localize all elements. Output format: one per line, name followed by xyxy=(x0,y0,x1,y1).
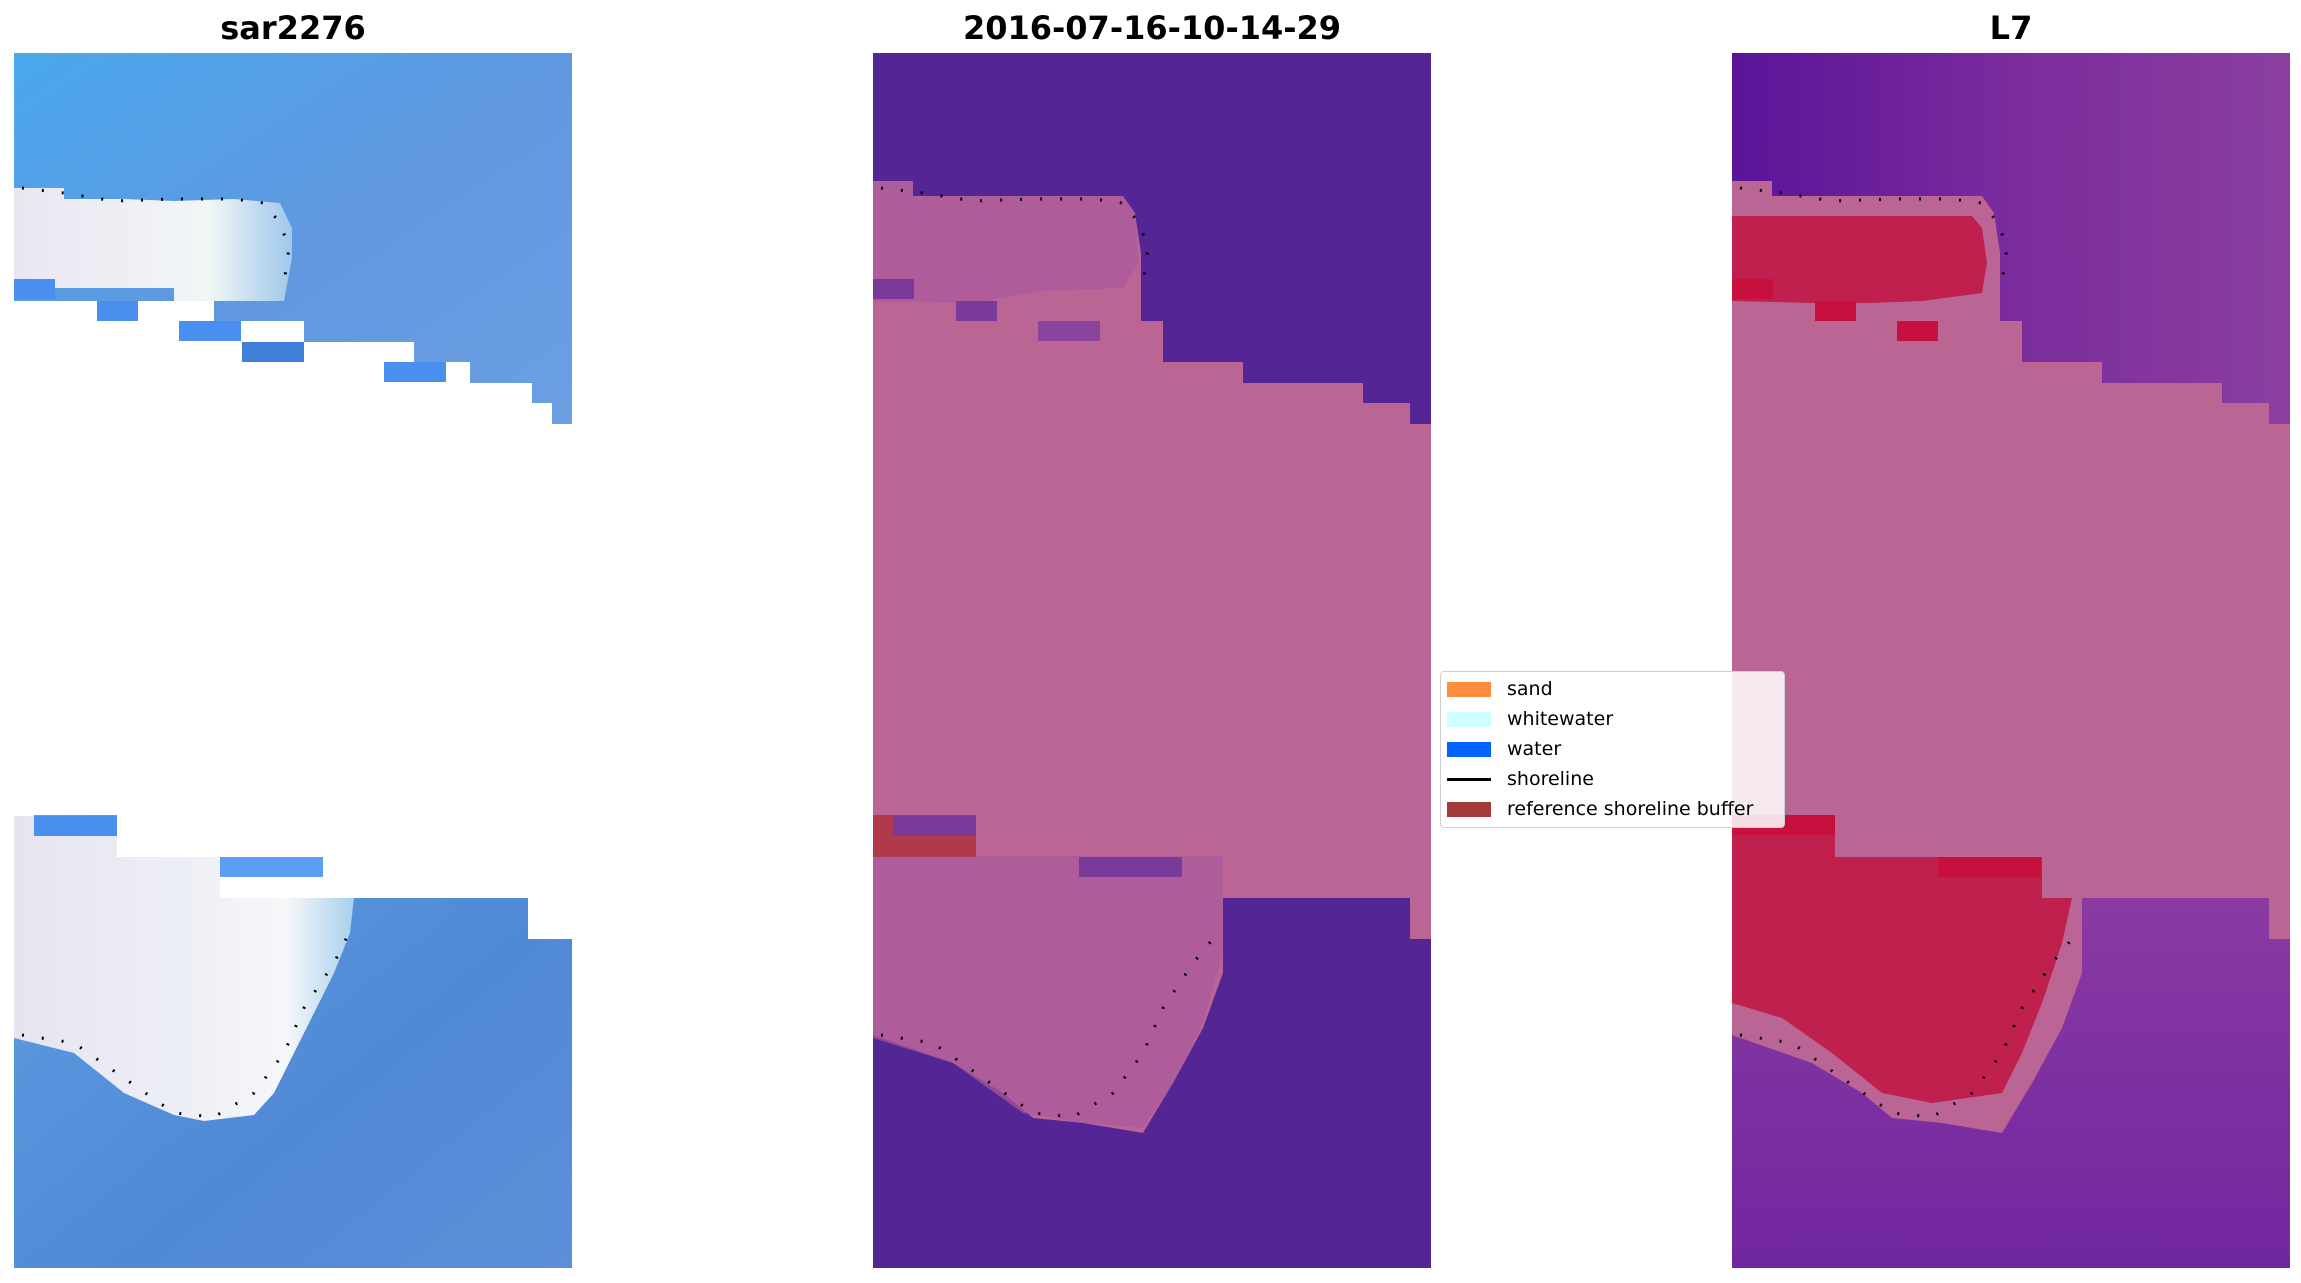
legend-item-sand: sand xyxy=(1447,674,1553,704)
water-swatch xyxy=(1447,741,1491,757)
title-middle: 2016-07-16-10-14-29 xyxy=(962,9,1342,47)
l7-sand-patch xyxy=(1815,301,1856,321)
legend-item-whitewater: whitewater xyxy=(1447,704,1613,734)
shoreline-line xyxy=(1447,777,1491,781)
rgb-top-water xyxy=(14,53,572,424)
reference-buffer-swatch xyxy=(1447,801,1491,817)
rgb-water-patch xyxy=(34,816,117,836)
image-panel-classification xyxy=(873,53,1431,1268)
legend-item-shoreline: shoreline xyxy=(1447,764,1594,794)
image-panel-l7 xyxy=(1732,53,2290,1268)
classification-water-patch xyxy=(956,301,997,321)
classification-mixed-bottom xyxy=(873,856,1223,1128)
l7-sand-patch xyxy=(1897,321,1938,341)
legend-label: water xyxy=(1507,738,1562,760)
legend-label: sand xyxy=(1507,678,1553,700)
classification-water-patch xyxy=(873,279,914,299)
classification-image xyxy=(873,53,1431,1268)
l7-sand-patch xyxy=(1938,857,2041,877)
rgb-water-patch xyxy=(97,301,138,321)
l7-sand-patch xyxy=(1732,279,1773,299)
rgb-water-patch xyxy=(179,321,241,341)
l7-sand-bottom xyxy=(1732,816,2072,1103)
rgb-water-patch xyxy=(384,362,446,382)
rgb-image xyxy=(14,53,572,1268)
classification-water-patch xyxy=(893,816,976,836)
classification-mixed-top xyxy=(873,181,1139,303)
l7-image xyxy=(1732,53,2290,1268)
title-left: sar2276 xyxy=(220,9,366,47)
classification-water-patch xyxy=(1038,321,1100,341)
legend-label: reference shoreline buffer xyxy=(1507,798,1754,820)
legend-label: whitewater xyxy=(1507,708,1614,730)
classification-water-patch xyxy=(1079,857,1182,877)
legend: sand whitewater water shoreline referenc… xyxy=(1440,671,1785,828)
rgb-bottom-whitewater xyxy=(14,816,354,1121)
title-right: L7 xyxy=(1989,9,2033,47)
rgb-water-patch xyxy=(14,279,55,299)
image-panel-rgb xyxy=(14,53,572,1268)
rgb-water-patch xyxy=(242,342,304,362)
legend-label: shoreline xyxy=(1507,768,1594,790)
legend-item-reference-shoreline-buffer: reference shoreline buffer xyxy=(1447,794,1753,824)
sand-swatch xyxy=(1447,681,1491,697)
whitewater-swatch xyxy=(1447,711,1491,727)
legend-item-water: water xyxy=(1447,734,1561,764)
rgb-top-whitewater xyxy=(14,188,292,301)
rgb-water-patch xyxy=(220,857,323,877)
l7-sand-top xyxy=(1732,216,1987,303)
